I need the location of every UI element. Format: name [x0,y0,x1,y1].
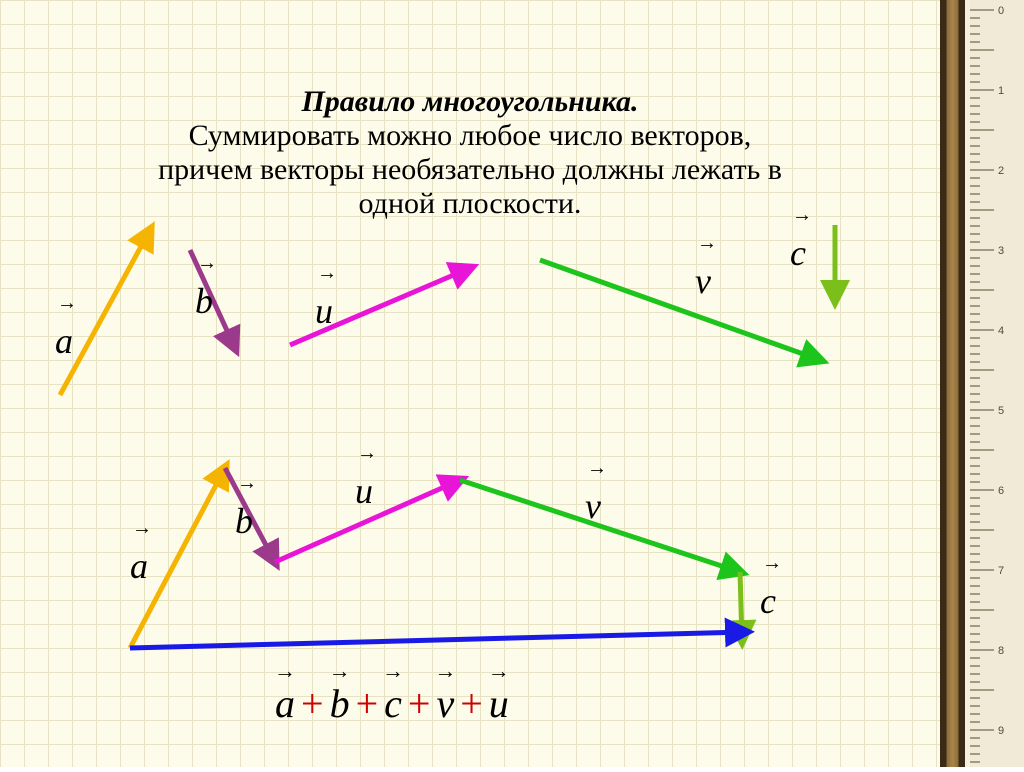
svg-text:6: 6 [998,485,1004,497]
svg-text:7: 7 [998,565,1004,577]
ruler-face: 0 1 2 3 4 5 6 7 8 9 [970,0,1024,767]
svg-text:3: 3 [998,245,1004,257]
wooden-ruler: 0 1 2 3 4 5 6 7 8 9 [940,0,1024,767]
label-bot-v: →v [585,485,601,527]
label-top-u: →u [315,290,333,332]
svg-text:2: 2 [998,165,1004,177]
label-top-v: →v [695,260,711,302]
title-line-4: одной плоскости. [30,187,910,221]
label-top-a: →a [55,320,73,362]
formula-term-c: c [384,680,402,727]
svg-text:4: 4 [998,325,1004,337]
sum-formula: a+b+c+v+u [275,680,509,727]
label-bot-u: →u [355,470,373,512]
formula-term-u: u [489,680,509,727]
title-block: Правило многоугольника. Суммировать можн… [30,85,910,221]
svg-text:8: 8 [998,645,1004,657]
svg-text:9: 9 [998,725,1004,737]
label-bot-c: →c [760,580,776,622]
svg-text:1: 1 [998,85,1004,97]
title-line-2: Суммировать можно любое число векторов, [30,119,910,153]
formula-term-b: b [330,680,350,727]
svg-text:5: 5 [998,405,1004,417]
label-top-b: →b [195,280,213,322]
svg-text:0: 0 [998,5,1004,17]
label-top-c: →c [790,232,806,274]
label-bot-a: →a [130,545,148,587]
title-line-1: Правило многоугольника. [30,85,910,119]
formula-term-v: v [436,680,454,727]
title-line-3: причем векторы необязательно должны лежа… [30,153,910,187]
ruler-tick-marks: 0 1 2 3 4 5 6 7 8 9 [970,0,1024,767]
label-bot-b: →b [235,500,253,542]
formula-term-a: a [275,680,295,727]
